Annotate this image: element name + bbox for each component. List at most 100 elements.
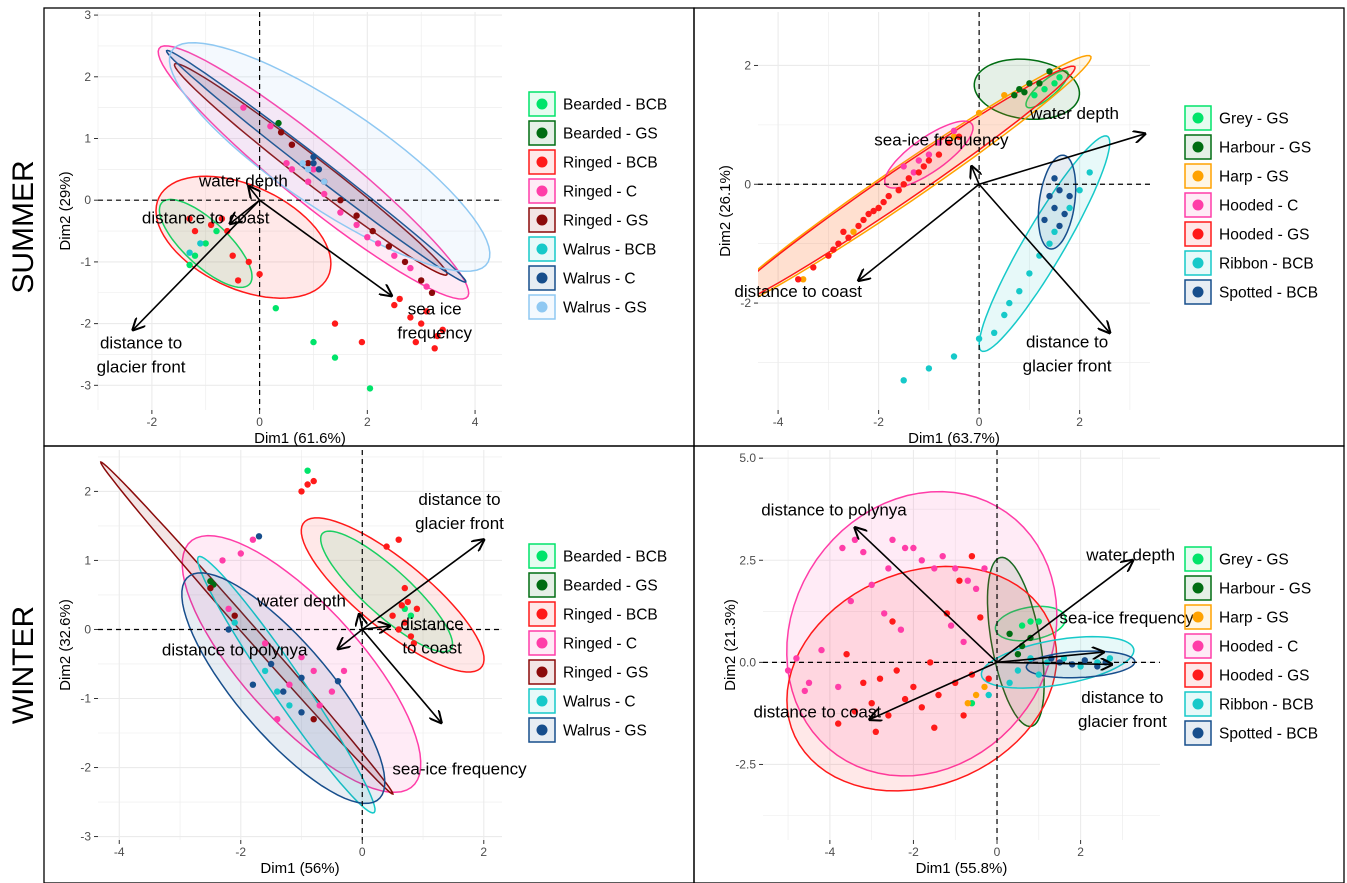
data-point-4-16 xyxy=(860,216,867,224)
legend-entry-2: Harp - GS xyxy=(1219,610,1289,627)
data-point-7-0 xyxy=(304,166,312,173)
data-point-4-0 xyxy=(810,264,817,271)
data-point-5-10 xyxy=(975,335,983,342)
ellipse-2 xyxy=(155,175,332,299)
data-point-5-6 xyxy=(1076,187,1083,194)
x-tick-label: 2 xyxy=(1076,415,1083,429)
x-tick-label: -2 xyxy=(147,415,158,429)
data-point-0-2 xyxy=(304,467,311,474)
x-tick-label: -2 xyxy=(235,845,246,859)
legend-entry-1: Harbour - GS xyxy=(1219,140,1311,157)
legend: Bearded - BCB Bearded - GS Ringed - BCB Rin… xyxy=(528,91,667,320)
data-point-3-6 xyxy=(391,252,398,259)
legend-key-1 xyxy=(528,120,556,146)
points xyxy=(186,104,446,392)
data-point-4-21 xyxy=(830,246,837,253)
vector-arrow-4 xyxy=(997,662,1112,664)
data-point-2-12 xyxy=(396,295,403,303)
y-tick-label: -1 xyxy=(80,255,91,269)
x-axis-title: Dim1 (55.8%) xyxy=(916,860,1008,877)
data-point-2-4 xyxy=(229,252,236,259)
data-point-4-8 xyxy=(895,187,902,194)
legend-key-dot-4 xyxy=(536,214,548,226)
legend-key-dot-2 xyxy=(536,608,548,620)
y-tick-label: -3 xyxy=(80,378,91,392)
legend-entry-6: Walrus - C xyxy=(563,271,636,288)
data-point-4-2 xyxy=(868,700,875,707)
legend-key-dot-5 xyxy=(536,243,548,255)
legend-key-3 xyxy=(528,630,556,656)
data-point-3-10 xyxy=(267,123,274,130)
data-point-2-7 xyxy=(975,109,983,117)
data-point-3-3 xyxy=(337,209,344,216)
legend-key-dot-3 xyxy=(1192,199,1204,211)
data-point-4-5 xyxy=(918,704,925,711)
data-point-5-5 xyxy=(1066,204,1073,212)
data-point-3-10 xyxy=(225,605,232,612)
x-tick-label: -2 xyxy=(873,415,884,429)
vector-label-1: water depth xyxy=(256,592,346,611)
x-axis-title: Dim1 (61.6%) xyxy=(254,430,346,447)
data-point-6-3 xyxy=(1061,210,1068,218)
data-point-3-2 xyxy=(860,548,867,556)
legend-key-dot-1 xyxy=(1192,582,1204,594)
x-tick-label: 2 xyxy=(480,845,487,859)
data-point-0-1 xyxy=(202,240,209,247)
data-point-4-10 xyxy=(876,675,884,682)
data-point-2-0 xyxy=(800,276,807,283)
legend-entry-1: Harbour - GS xyxy=(1219,581,1311,598)
axes: -4 -2 0 2 -3 -2 -1 0 1 2 Dim1 (56%) Dim2 (32.6%) xyxy=(57,484,487,877)
y-tick-label: 2 xyxy=(744,58,751,72)
x-tick-label: -4 xyxy=(825,845,836,859)
vector-label-3: distance to glacier front xyxy=(1023,333,1112,376)
data-point-4-18 xyxy=(860,679,867,686)
legend-key-dot-3 xyxy=(536,185,548,197)
data-point-0-0 xyxy=(1027,618,1034,625)
y-tick-label: -2 xyxy=(740,296,751,310)
variable-vectors: distance to polynya water depth sea-ice fr… xyxy=(754,500,1195,731)
vector-arrow-2 xyxy=(996,652,1104,664)
data-point-4-17 xyxy=(880,198,887,206)
gridlines xyxy=(97,12,502,410)
chart-panels: -2 0 2 4 -3 -2 -1 0 1 2 3 Dim1 (61.6%) Dim2 (29%) wat… xyxy=(57,8,1318,877)
data-point-2-7 xyxy=(383,543,390,550)
data-point-4-6 xyxy=(385,243,393,250)
y-tick-label: -3 xyxy=(80,830,91,844)
data-point-4-10 xyxy=(428,289,436,296)
data-point-2-17 xyxy=(331,320,339,327)
vector-arrow-2 xyxy=(859,183,980,280)
legend-key-6 xyxy=(1184,720,1212,746)
legend-entry-0: Bearded - BCB xyxy=(563,97,667,114)
panel-frame-winter-ice-seals xyxy=(693,445,1345,883)
legend-entry-2: Ringed - BCB xyxy=(563,607,658,624)
ellipse-0 xyxy=(319,530,454,653)
x-tick-label: 0 xyxy=(976,415,983,429)
data-point-6-1 xyxy=(315,166,323,173)
data-point-4-12 xyxy=(910,683,917,691)
y-tick-label: 0.0 xyxy=(739,655,756,669)
data-point-3-0 xyxy=(900,163,907,170)
data-point-0-1 xyxy=(407,612,415,619)
vector-label-1: water depth xyxy=(1085,545,1175,564)
data-point-3-13 xyxy=(793,655,800,662)
y-tick-label: -2 xyxy=(80,317,91,331)
data-point-2-5 xyxy=(1001,92,1008,99)
data-point-6-2 xyxy=(1056,187,1063,194)
y-tick-label: 2 xyxy=(84,70,91,84)
data-point-1-1 xyxy=(1016,86,1023,93)
data-point-2-0 xyxy=(401,619,408,626)
data-point-6-2 xyxy=(1081,657,1089,664)
data-point-4-11 xyxy=(925,157,933,164)
data-point-3-0 xyxy=(839,544,846,552)
data-point-2-18 xyxy=(358,338,366,346)
vector-label-4: distance to glacier front xyxy=(1078,688,1167,731)
legend-key-dot-4 xyxy=(1192,669,1204,681)
legend-entry-6: Spotted - BCB xyxy=(1219,285,1318,302)
legend-key-dot-4 xyxy=(1192,228,1204,240)
data-point-3-7 xyxy=(340,667,348,675)
data-point-3-2 xyxy=(925,151,933,158)
data-point-0-0 xyxy=(191,252,199,259)
x-axis-title: Dim1 (63.7%) xyxy=(908,430,1000,447)
data-point-2-9 xyxy=(391,301,398,309)
